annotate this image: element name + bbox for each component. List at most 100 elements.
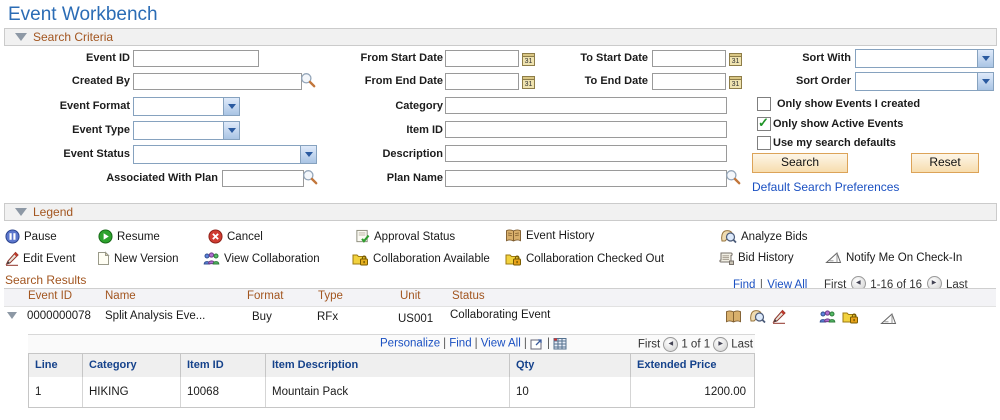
legend-event-history-label: Event History bbox=[526, 230, 595, 242]
event-type-label: Event Type bbox=[72, 124, 130, 136]
dropdown-icon[interactable] bbox=[977, 73, 993, 90]
cancel-icon bbox=[208, 229, 223, 244]
detail-grid-header-row: Line Category Item ID Item Description Q… bbox=[28, 353, 755, 378]
legend-approval-status: Approval Status bbox=[355, 229, 455, 244]
legend-section-bar[interactable]: Legend bbox=[4, 203, 997, 221]
detail-cell-qty: 10 bbox=[510, 377, 631, 407]
download-grid-icon[interactable] bbox=[553, 337, 567, 350]
associated-with-plan-input[interactable] bbox=[222, 170, 304, 187]
event-history-icon bbox=[505, 229, 522, 243]
to-end-date-calendar-icon[interactable]: 31 bbox=[728, 73, 743, 91]
sort-order-select[interactable] bbox=[855, 72, 994, 91]
row-analyze-bids-icon[interactable] bbox=[749, 308, 766, 326]
checkbox-0[interactable] bbox=[757, 97, 771, 111]
to-start-date-calendar-icon[interactable]: 31 bbox=[728, 50, 743, 68]
analyze-bids-icon bbox=[720, 229, 737, 244]
description-input[interactable] bbox=[445, 145, 727, 162]
event-format-select[interactable] bbox=[133, 97, 240, 116]
detail-prev-icon[interactable]: ◀ bbox=[663, 337, 679, 352]
sort-with-select[interactable] bbox=[855, 49, 994, 68]
reset-button[interactable]: Reset bbox=[911, 153, 979, 173]
separator: | bbox=[546, 337, 550, 350]
default-search-preferences-link[interactable]: Default Search Preferences bbox=[752, 180, 900, 194]
checkbox-2[interactable] bbox=[757, 136, 771, 150]
created-by-input[interactable] bbox=[133, 73, 302, 90]
row-edit-event-icon[interactable] bbox=[772, 308, 786, 326]
col-name: Name bbox=[105, 290, 136, 302]
detail-find-link[interactable]: Find bbox=[449, 337, 472, 350]
dropdown-icon[interactable] bbox=[300, 146, 316, 163]
search-button[interactable]: Search bbox=[752, 153, 848, 173]
associated-with-plan-lookup-icon[interactable] bbox=[302, 168, 318, 186]
zoom-window-icon[interactable] bbox=[530, 337, 544, 350]
created-by-lookup-icon[interactable] bbox=[300, 71, 316, 89]
plan-name-lookup-icon[interactable] bbox=[725, 168, 741, 186]
from-end-date-calendar-icon[interactable]: 31 bbox=[521, 73, 536, 91]
legend-event-history: Event History bbox=[505, 229, 594, 243]
legend-edit-event-label: Edit Event bbox=[23, 252, 76, 265]
dropdown-icon[interactable] bbox=[977, 50, 993, 67]
detail-view-all-link[interactable]: View All bbox=[480, 337, 521, 350]
row-expand-triangle[interactable] bbox=[7, 312, 17, 319]
from-start-date-calendar-icon[interactable]: 31 bbox=[521, 50, 536, 68]
personalize-link[interactable]: Personalize bbox=[380, 337, 441, 350]
legend-collaboration-checked-out-label: Collaboration Checked Out bbox=[526, 252, 665, 265]
from-end-date-input[interactable] bbox=[445, 73, 519, 90]
row-view-collaboration-icon[interactable] bbox=[819, 308, 836, 326]
dropdown-icon[interactable] bbox=[223, 122, 239, 139]
collaboration-available-icon bbox=[352, 251, 369, 266]
detail-cell-item-description: Mountain Pack bbox=[266, 377, 510, 407]
separator: | bbox=[443, 337, 447, 350]
separator: | bbox=[759, 279, 763, 291]
detail-next-icon[interactable]: ▶ bbox=[713, 337, 729, 352]
detail-cell-line: 1 bbox=[29, 377, 83, 407]
row-collaboration-checked-out-icon[interactable] bbox=[842, 308, 859, 326]
dropdown-icon[interactable] bbox=[223, 98, 239, 115]
description-label: Description bbox=[382, 148, 443, 160]
svg-text:31: 31 bbox=[525, 58, 533, 65]
event-id-input[interactable] bbox=[133, 50, 259, 67]
from-start-date-input[interactable] bbox=[445, 50, 519, 67]
svg-text:31: 31 bbox=[732, 58, 740, 65]
search-criteria-section-bar[interactable]: Search Criteria bbox=[4, 28, 997, 46]
detail-col-item-id: Item ID bbox=[181, 354, 266, 377]
item-id-input[interactable] bbox=[445, 121, 727, 138]
from-end-date-label: From End Date bbox=[364, 75, 443, 87]
event-type-select[interactable] bbox=[133, 121, 240, 140]
resume-icon bbox=[98, 229, 113, 244]
legend-resume: Resume bbox=[98, 229, 160, 244]
detail-col-category: Category bbox=[83, 354, 181, 377]
pause-icon bbox=[5, 229, 20, 244]
results-header-band bbox=[4, 288, 996, 307]
plan-name-input[interactable] bbox=[445, 170, 727, 187]
row-notify-check-in-icon[interactable] bbox=[880, 310, 897, 328]
legend-approval-status-label: Approval Status bbox=[374, 230, 456, 243]
collapse-triangle-icon[interactable] bbox=[15, 208, 27, 216]
to-start-date-input[interactable] bbox=[652, 50, 726, 67]
row-event-history-icon[interactable] bbox=[725, 308, 742, 326]
separator: | bbox=[523, 337, 527, 350]
col-status: Status bbox=[452, 290, 485, 302]
detail-col-extended-price: Extended Price bbox=[637, 359, 717, 371]
event-status-select[interactable] bbox=[133, 145, 317, 164]
result-event-id-link[interactable]: 0000000078 bbox=[27, 310, 91, 322]
category-input[interactable] bbox=[445, 97, 727, 114]
legend-bid-history-label: Bid History bbox=[738, 252, 794, 264]
checkbox-1[interactable] bbox=[757, 115, 771, 131]
bid-history-icon bbox=[718, 251, 734, 265]
legend-view-collaboration-label: View Collaboration bbox=[224, 252, 320, 265]
page-title: Event Workbench bbox=[8, 4, 158, 25]
detail-last[interactable]: Last bbox=[731, 338, 753, 351]
created-by-label: Created By bbox=[71, 75, 130, 87]
sort-order-label: Sort Order bbox=[795, 75, 851, 87]
result-type: RFx bbox=[317, 311, 339, 323]
detail-cell-item-id: 10068 bbox=[181, 377, 266, 407]
col-event-id: Event ID bbox=[28, 290, 73, 302]
detail-first[interactable]: First bbox=[637, 338, 661, 351]
search-results-header: Search Results bbox=[5, 273, 87, 287]
to-end-date-input[interactable] bbox=[652, 73, 726, 90]
legend-collaboration-available-label: Collaboration Available bbox=[373, 252, 490, 265]
collapse-triangle-icon[interactable] bbox=[15, 33, 27, 41]
detail-cell-extended-price: 1200.00 bbox=[704, 386, 746, 398]
